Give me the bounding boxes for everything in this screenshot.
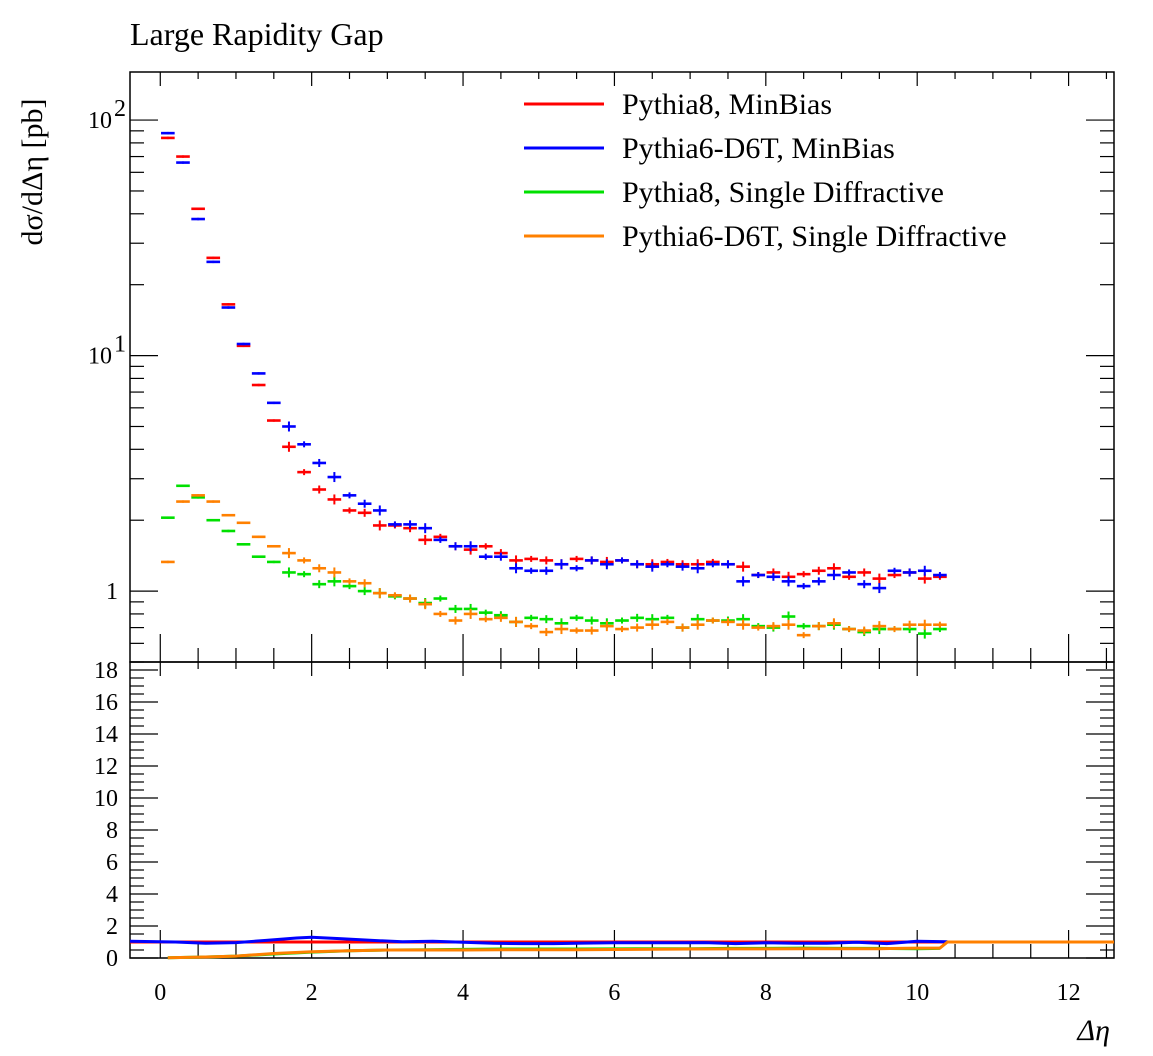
series-pythia8-minbias [161, 136, 947, 584]
x-tick-label: 0 [154, 980, 166, 1006]
x-tick-labels: 0 2 4 6 8 10 12 [154, 980, 1080, 1006]
y-tick-label: 10 [88, 108, 112, 134]
series-pythia8-single-diffractive [161, 484, 947, 639]
ratio-y-tick-label: 4 [106, 882, 118, 908]
ratio-y-tick-label: 2 [106, 914, 118, 940]
ratio-y-tick-label: 0 [106, 946, 118, 972]
legend-label: Pythia6-D6T, MinBias [622, 132, 895, 165]
ratio-series [129, 935, 1114, 960]
y-axis-label: dσ/dΔη [pb] [16, 99, 49, 246]
x-tick-label: 12 [1057, 980, 1081, 1006]
legend-label: Pythia8, Single Diffractive [622, 176, 944, 209]
ratio-y-tick-label: 6 [106, 850, 118, 876]
ratio-y-tick-label: 10 [94, 786, 118, 812]
legend: Pythia8, MinBias Pythia6-D6T, MinBias Pyth… [524, 88, 1007, 253]
y-tick-exponent: 1 [114, 332, 126, 358]
legend-label: Pythia6-D6T, Single Diffractive [622, 220, 1007, 253]
ratio-y-tick-label: 8 [106, 818, 118, 844]
x-tick-label: 4 [457, 980, 469, 1006]
ratio-line-pythia6-d6t-single-diffractive [167, 940, 1114, 960]
ratio-axis-ticks [130, 662, 1114, 959]
y-tick-labels: 10 210 11 [88, 96, 126, 605]
ratio-panel: 0 2 4 6 8 10 12 14 16 18 [94, 658, 1115, 972]
main-series [161, 131, 947, 639]
x-tick-label: 10 [905, 980, 929, 1006]
x-tick-label: 6 [608, 980, 620, 1006]
main-axis-ticks [130, 72, 1114, 663]
legend-label: Pythia8, MinBias [622, 88, 832, 121]
y-tick-label: 10 [88, 344, 112, 370]
ratio-y-tick-label: 14 [94, 722, 118, 748]
x-tick-label: 2 [306, 980, 318, 1006]
series-pythia6-d6t-minbias [161, 131, 947, 594]
ratio-y-tick-label: 18 [94, 658, 118, 684]
ratio-y-tick-label: 16 [94, 690, 118, 716]
y-tick-exponent: 2 [114, 96, 126, 122]
x-axis-label: Δη [1077, 1014, 1111, 1047]
ratio-plot-frame [129, 661, 1115, 959]
x-tick-label: 8 [760, 980, 772, 1006]
series-pythia6-d6t-single-diffractive [161, 494, 947, 639]
chart-title: Large Rapidity Gap [130, 16, 384, 52]
ratio-y-tick-labels: 0 2 4 6 8 10 12 14 16 18 [94, 658, 118, 972]
y-tick-label: 1 [106, 579, 118, 605]
ratio-line-pythia6-d6t-minbias [129, 935, 948, 946]
ratio-y-tick-label: 12 [94, 754, 118, 780]
